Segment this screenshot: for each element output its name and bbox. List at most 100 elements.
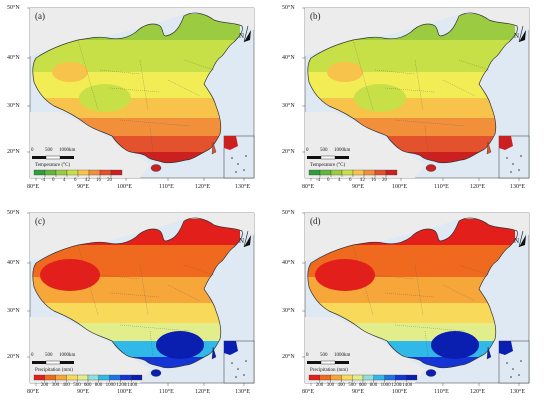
country-border xyxy=(32,12,243,164)
colorbar-tick-label: 16 xyxy=(96,178,101,183)
panel-label: (c) xyxy=(35,216,45,226)
colorbar-cell xyxy=(341,374,353,381)
colorbar-cell xyxy=(362,374,374,381)
latitude-label: 30°N xyxy=(7,308,20,314)
land-south xyxy=(305,317,425,383)
longitude-label: 130°E xyxy=(235,184,251,190)
colorbar-tick-label: 600 xyxy=(84,383,92,388)
longitude-label: 110°E xyxy=(434,389,449,395)
colorbar-title: Precipitation (mm) xyxy=(35,368,73,373)
scale-bar-label: 1000km xyxy=(59,353,76,358)
panel-label: (b) xyxy=(310,11,321,21)
land-south xyxy=(305,112,425,178)
colorbar-tick-label: 300 xyxy=(51,383,60,388)
colorbar-title: Temperature (°C) xyxy=(35,163,71,168)
longitude-label: 110°E xyxy=(159,389,174,395)
colorbar-cell xyxy=(110,169,123,176)
colorbar-cell xyxy=(352,169,365,176)
longitude-label: 120°E xyxy=(195,389,211,395)
country-border xyxy=(307,12,518,164)
colorbar-cell xyxy=(308,169,321,176)
map-panel-a: 80°E 90°E 100°E 110°E 120°E 130°E 50°N 40°N 30°N… xyxy=(0,0,275,205)
colorbar-cell xyxy=(374,169,387,176)
longitude-label: 90°E xyxy=(352,184,365,190)
map-panel-d: 80°E 90°E 100°E 110°E 120°E 130°E 50°N 40°N 30°N… xyxy=(275,205,550,411)
scale-bar-label: 500 xyxy=(320,353,328,358)
latitude-label: 40°N xyxy=(282,260,295,266)
map-svg xyxy=(27,212,255,386)
longitude-label: 90°E xyxy=(77,389,90,395)
colorbar-cell xyxy=(319,374,331,381)
south-sea-inset xyxy=(498,340,530,384)
north-arrow-icon xyxy=(518,25,526,43)
colorbar-tick-label: 200 xyxy=(315,383,324,388)
colorbar-cell xyxy=(352,374,364,381)
scale-bar-label: 500 xyxy=(320,148,328,153)
colorbar-tick-label: -4 xyxy=(41,178,46,183)
colorbar-cell xyxy=(98,374,110,381)
scale-bar-label: 0 xyxy=(31,353,34,358)
colorbar-cell xyxy=(44,169,57,176)
taiwan-island xyxy=(211,346,217,360)
colorbar-tick-label: 500 xyxy=(73,383,81,388)
colorbar-cell xyxy=(319,169,332,176)
colorbar-cell xyxy=(99,169,112,176)
land-north xyxy=(305,213,529,261)
colorbar-cell xyxy=(55,169,68,176)
colorbar-cell xyxy=(55,374,67,381)
colorbar-tick-label: 12 xyxy=(360,178,365,183)
colorbar-tick-label: 1200 xyxy=(116,383,127,388)
colorbar-tick-label: 300 xyxy=(326,383,335,388)
map-svg xyxy=(302,212,530,386)
south-sea-inset xyxy=(223,135,255,179)
colorbar-cell xyxy=(341,169,354,176)
colorbar xyxy=(308,374,418,382)
map-panel-c: 80°E 90°E 100°E 110°E 120°E 130°E 50°N 40°N 30°N… xyxy=(0,205,275,411)
latitude-label: 20°N xyxy=(7,354,20,360)
map-svg xyxy=(27,7,255,181)
colorbar-tick-label: 500 xyxy=(348,383,356,388)
land-south xyxy=(30,112,150,178)
colorbar-cell xyxy=(120,374,132,381)
latitude-label: 30°N xyxy=(282,103,295,109)
colorbar-tick-label: -4 xyxy=(316,178,321,183)
scale-bar-label: 0 xyxy=(31,148,34,153)
longitude-label: 120°E xyxy=(470,184,486,190)
map-svg xyxy=(302,7,530,181)
colorbar-tick-label: 20 xyxy=(107,178,112,183)
colorbar-cell xyxy=(77,169,90,176)
north-label: N xyxy=(514,237,520,245)
province-lines xyxy=(77,39,215,161)
longitude-label: 90°E xyxy=(77,184,90,190)
colorbar-cell xyxy=(373,374,385,381)
colorbar-cell xyxy=(363,169,376,176)
scale-bar-label: 0 xyxy=(306,148,309,153)
longitude-label: 130°E xyxy=(235,389,251,395)
taiwan-island xyxy=(486,141,492,155)
colorbar-tick-label: 200 xyxy=(40,383,49,388)
longitude-label: 110°E xyxy=(159,184,174,190)
colorbar-tick-label: 600 xyxy=(359,383,367,388)
colorbar-title: Temperature (°C) xyxy=(310,163,346,168)
colorbar-tick-label: 6 xyxy=(349,178,352,183)
colorbar-tick-label: 1400 xyxy=(127,383,138,388)
scale-bar xyxy=(307,360,349,365)
province-lines xyxy=(352,39,490,161)
colorbar-cell xyxy=(308,374,320,381)
colorbar-tick-label: 1200 xyxy=(391,383,402,388)
colorbar-tick-label: 4 xyxy=(63,178,66,183)
north-arrow-icon xyxy=(518,230,526,248)
hainan-island xyxy=(425,164,437,172)
colorbar-cell xyxy=(66,374,78,381)
colorbar-tick-label: 12 xyxy=(85,178,90,183)
colorbar-tick-label: 400 xyxy=(337,383,345,388)
longitude-label: 120°E xyxy=(195,184,211,190)
colorbar-cell xyxy=(330,374,342,381)
latitude-label: 40°N xyxy=(282,55,295,61)
colorbar-cell xyxy=(395,374,407,381)
latitude-label: 30°N xyxy=(282,308,295,314)
latitude-label: 50°N xyxy=(282,210,295,216)
latitude-label: 50°N xyxy=(7,210,20,216)
colorbar-cell xyxy=(88,169,101,176)
colorbar-cell xyxy=(384,374,396,381)
